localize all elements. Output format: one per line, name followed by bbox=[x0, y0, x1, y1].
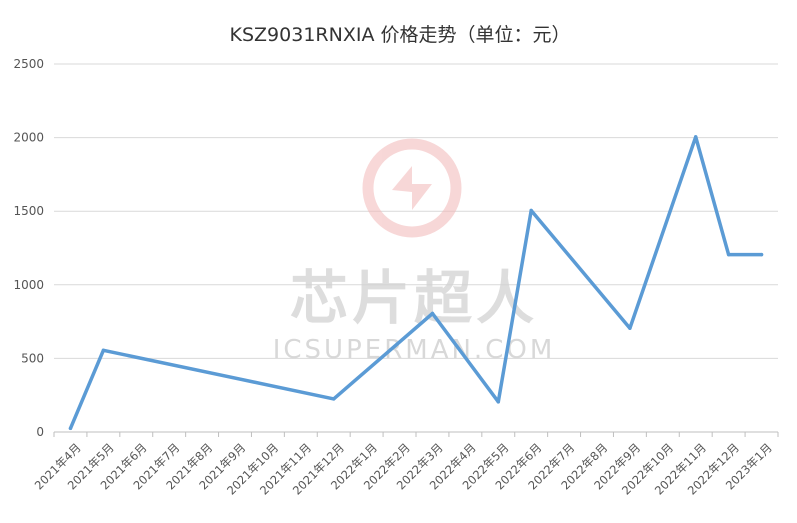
data-point-2 bbox=[332, 397, 336, 401]
data-point-3 bbox=[430, 311, 435, 316]
series-price bbox=[68, 135, 764, 431]
watermark-logo-ring bbox=[362, 138, 462, 238]
chart-title: KSZ9031RNXIA 价格走势（单位：元） bbox=[230, 24, 571, 46]
y-tick-label: 2500 bbox=[13, 57, 44, 71]
y-tick-label: 2000 bbox=[13, 131, 44, 145]
watermark-logo bbox=[362, 138, 462, 238]
data-point-1 bbox=[101, 348, 106, 353]
y-tick-label: 1500 bbox=[13, 204, 44, 218]
watermark: 芯片超人 ICSUPERMAN.COM bbox=[273, 138, 556, 365]
data-point-9 bbox=[759, 252, 764, 257]
watermark-subtext: ICSUPERMAN.COM bbox=[273, 335, 556, 365]
y-axis-ticks: 0 500 1000 1500 2000 2500 bbox=[13, 57, 44, 439]
data-point-7 bbox=[694, 135, 698, 139]
watermark-text: 芯片超人 bbox=[290, 264, 538, 332]
y-tick-label: 0 bbox=[36, 425, 44, 439]
x-axis-ticks: 2021年4月2021年5月2021年6月2021年7月2021年8月2021年… bbox=[32, 432, 779, 498]
data-point-4 bbox=[496, 400, 500, 404]
y-tick-label: 500 bbox=[21, 351, 44, 365]
data-point-5 bbox=[529, 208, 533, 213]
data-point-0 bbox=[68, 426, 73, 431]
y-tick-label: 1000 bbox=[13, 278, 44, 292]
lightning-s-icon bbox=[392, 166, 432, 210]
data-point-6 bbox=[628, 326, 632, 330]
gridlines bbox=[54, 63, 778, 359]
data-point-8 bbox=[726, 252, 731, 257]
series-line-price bbox=[68, 135, 764, 431]
